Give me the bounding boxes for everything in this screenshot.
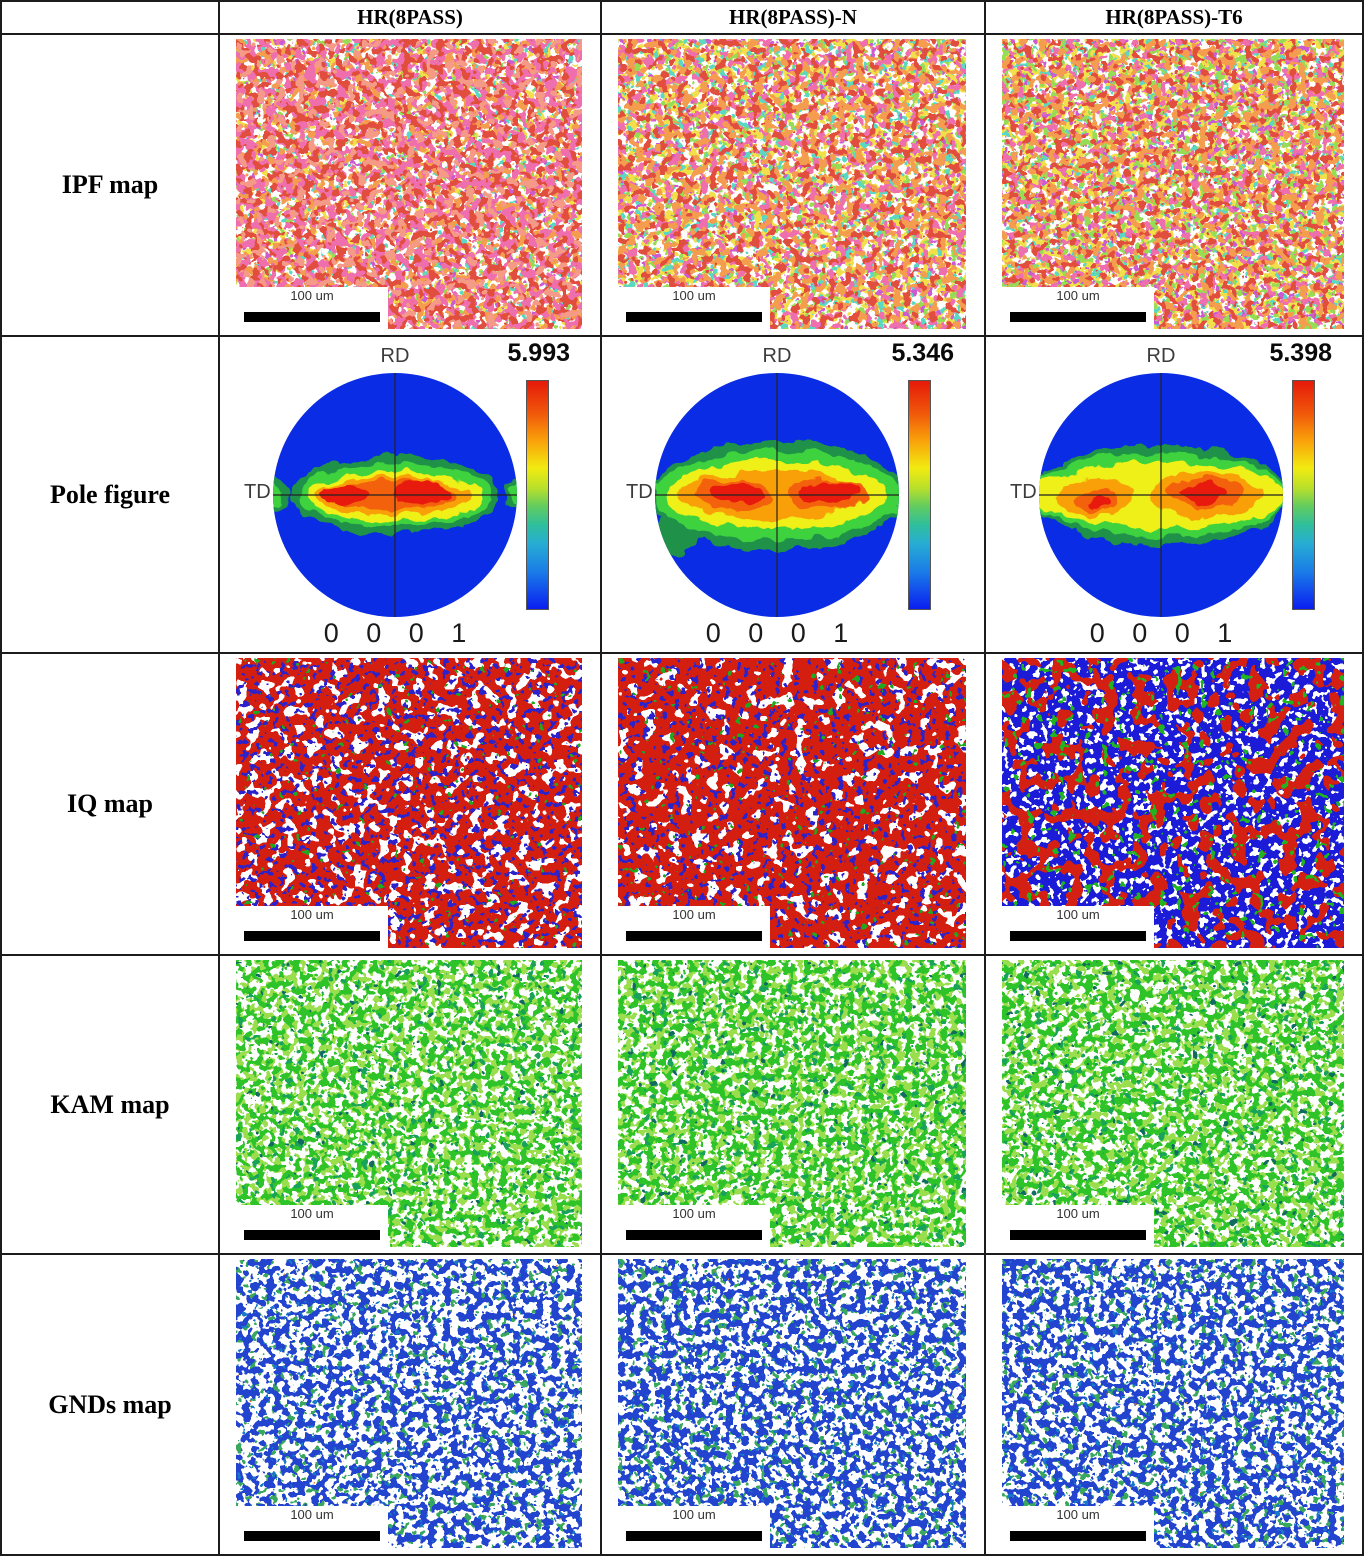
pole-figure-hr8pass-n: RD TD 5.346 0 0 0 1	[602, 337, 984, 652]
scale-bar: 100 um	[1002, 1205, 1154, 1247]
scale-bar-line	[626, 931, 762, 941]
kam-micrograph	[618, 960, 966, 1247]
ipf-map-hr8pass-t6: 100 um	[986, 35, 1362, 335]
ipf-micrograph	[1002, 39, 1344, 329]
intensity-colorbar	[526, 380, 549, 610]
scale-bar-line	[1010, 1230, 1146, 1240]
scale-bar-line	[244, 931, 380, 941]
corner-cell	[2, 2, 218, 33]
scale-bar: 100 um	[236, 906, 388, 948]
row-label-text: Pole figure	[49, 479, 171, 509]
rd-axis-label: RD	[762, 345, 792, 367]
td-axis-label: TD	[1010, 481, 1037, 503]
max-intensity-value: 5.398	[1269, 339, 1332, 367]
column-header-hr8pass-n: HR(8PASS)-N	[602, 2, 984, 33]
td-axis-label: TD	[244, 481, 271, 503]
iq-map-hr8pass: 100 um	[220, 654, 600, 954]
column-header-label: HR(8PASS)-N	[729, 5, 857, 29]
intensity-colorbar	[1292, 380, 1315, 610]
scale-bar-label: 100 um	[1056, 1206, 1100, 1221]
ipf-map-hr8pass-n: 100 um	[602, 35, 984, 335]
gnds-micrograph	[618, 1259, 966, 1548]
iq-micrograph	[618, 658, 966, 948]
iq-micrograph	[236, 658, 582, 948]
row-label-gnds-map: GNDs map	[2, 1255, 218, 1554]
scale-bar-label: 100 um	[672, 1206, 716, 1221]
scale-bar: 100 um	[1002, 906, 1154, 948]
kam-map-hr8pass-n: 100 um	[602, 956, 984, 1253]
td-axis-label: TD	[626, 481, 653, 503]
column-header-label: HR(8PASS)	[357, 5, 463, 29]
column-header-label: HR(8PASS)-T6	[1105, 5, 1243, 29]
scale-bar: 100 um	[1002, 1506, 1154, 1548]
pole-figure-plot	[602, 337, 982, 652]
scale-bar-line	[1010, 312, 1146, 322]
scale-bar-label: 100 um	[672, 288, 716, 303]
pole-figure-plot	[220, 337, 600, 652]
scale-bar: 100 um	[236, 1205, 388, 1247]
iq-micrograph	[1002, 658, 1344, 948]
scale-bar-label: 100 um	[672, 1507, 716, 1522]
scale-bar-line	[626, 1531, 762, 1541]
row-label-text: GNDs map	[48, 1389, 172, 1419]
row-label-text: IPF map	[61, 170, 159, 199]
rd-axis-label: RD	[380, 345, 410, 367]
iq-map-hr8pass-n: 100 um	[602, 654, 984, 954]
scale-bar-line	[244, 1230, 380, 1240]
scale-bar: 100 um	[236, 1506, 388, 1548]
scale-bar-label: 100 um	[1056, 1507, 1100, 1522]
row-label-kam-map: KAM map	[2, 956, 218, 1253]
kam-map-hr8pass-t6: 100 um	[986, 956, 1362, 1253]
scale-bar: 100 um	[1002, 287, 1154, 329]
scale-bar-line	[244, 312, 380, 322]
gnds-map-hr8pass-t6: 100 um	[986, 1255, 1362, 1554]
scale-bar-line	[1010, 931, 1146, 941]
scale-bar-line	[1010, 1531, 1146, 1541]
kam-micrograph	[1002, 960, 1344, 1247]
scale-bar-line	[244, 1531, 380, 1541]
row-label-ipf-map: IPF map	[2, 35, 218, 335]
gnds-map-hr8pass-n: 100 um	[602, 1255, 984, 1554]
row-label-iq-map: IQ map	[2, 654, 218, 954]
scale-bar-line	[626, 312, 762, 322]
plane-label-0001: 0 0 0 1	[1089, 618, 1243, 648]
column-header-hr8pass: HR(8PASS)	[220, 2, 600, 33]
scale-bar: 100 um	[618, 1205, 770, 1247]
rd-axis-label: RD	[1146, 345, 1176, 367]
pole-figure-hr8pass: RD TD 5.993 0 0 0 1	[220, 337, 600, 652]
pole-figure-plot	[986, 337, 1362, 652]
row-label-pole-figure: Pole figure	[2, 337, 218, 652]
plane-label-0001: 0 0 0 1	[705, 618, 859, 648]
column-header-hr8pass-t6: HR(8PASS)-T6	[986, 2, 1362, 33]
scale-bar-label: 100 um	[290, 907, 334, 922]
kam-micrograph	[236, 960, 582, 1247]
iq-map-hr8pass-t6: 100 um	[986, 654, 1362, 954]
ipf-map-hr8pass: 100 um	[220, 35, 600, 335]
scale-bar: 100 um	[618, 1506, 770, 1548]
row-label-text: KAM map	[50, 1089, 170, 1119]
ipf-micrograph	[618, 39, 966, 329]
intensity-colorbar	[908, 380, 931, 610]
gnds-micrograph	[236, 1259, 582, 1548]
scale-bar: 100 um	[618, 906, 770, 948]
max-intensity-value: 5.346	[891, 339, 954, 367]
scale-bar-line	[626, 1230, 762, 1240]
scale-bar: 100 um	[618, 287, 770, 329]
scale-bar-label: 100 um	[290, 1206, 334, 1221]
pole-figure-hr8pass-t6: RD TD 5.398 0 0 0 1	[986, 337, 1362, 652]
row-label-text: IQ map	[67, 789, 153, 818]
scale-bar-label: 100 um	[1056, 907, 1100, 922]
scale-bar-label: 100 um	[290, 288, 334, 303]
scale-bar-label: 100 um	[290, 1507, 334, 1522]
ipf-micrograph	[236, 39, 582, 329]
plane-label-0001: 0 0 0 1	[323, 618, 477, 648]
scale-bar-label: 100 um	[1056, 288, 1100, 303]
scale-bar: 100 um	[236, 287, 388, 329]
kam-map-hr8pass: 100 um	[220, 956, 600, 1253]
gnds-micrograph	[1002, 1259, 1344, 1548]
max-intensity-value: 5.993	[507, 339, 570, 367]
gnds-map-hr8pass: 100 um	[220, 1255, 600, 1554]
scale-bar-label: 100 um	[672, 907, 716, 922]
